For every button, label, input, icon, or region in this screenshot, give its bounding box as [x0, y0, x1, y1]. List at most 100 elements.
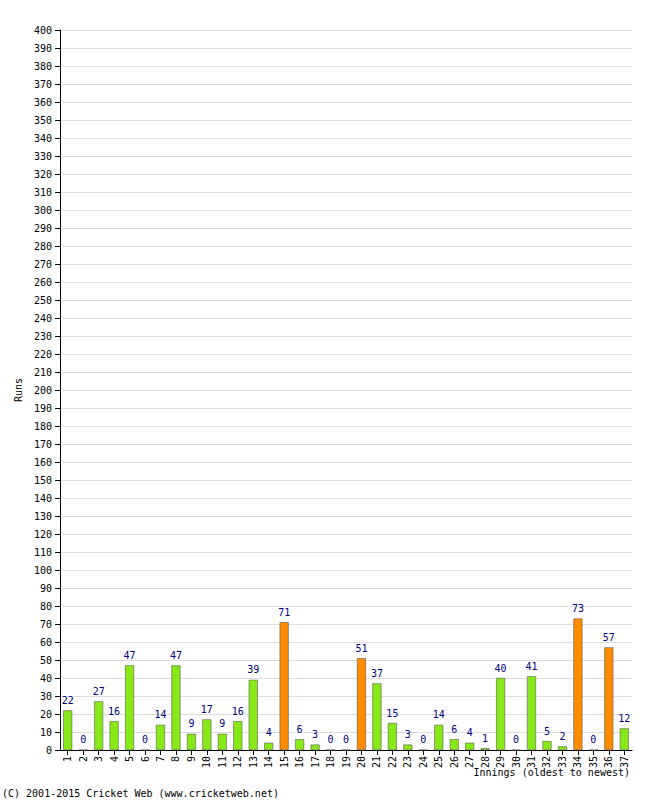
svg-text:6: 6: [451, 724, 457, 735]
svg-text:16: 16: [108, 706, 120, 717]
svg-text:250: 250: [34, 295, 52, 306]
svg-text:1: 1: [62, 756, 73, 762]
svg-text:260: 260: [34, 277, 52, 288]
svg-text:14: 14: [154, 709, 166, 720]
svg-text:120: 120: [34, 529, 52, 540]
svg-text:35: 35: [588, 756, 599, 768]
svg-text:20: 20: [40, 709, 52, 720]
svg-text:17: 17: [310, 756, 321, 768]
svg-text:5: 5: [544, 726, 550, 737]
svg-text:2: 2: [78, 756, 89, 762]
svg-text:2: 2: [559, 731, 565, 742]
svg-text:220: 220: [34, 349, 52, 360]
svg-text:320: 320: [34, 169, 52, 180]
svg-text:73: 73: [572, 603, 584, 614]
svg-text:33: 33: [557, 756, 568, 768]
svg-text:14: 14: [263, 756, 274, 768]
svg-text:36: 36: [603, 756, 614, 768]
svg-text:1: 1: [482, 733, 488, 744]
svg-text:340: 340: [34, 133, 52, 144]
svg-text:29: 29: [495, 756, 506, 768]
svg-text:400: 400: [34, 25, 52, 36]
svg-text:0: 0: [142, 734, 148, 745]
svg-text:47: 47: [170, 650, 182, 661]
svg-text:71: 71: [278, 607, 290, 618]
svg-text:350: 350: [34, 115, 52, 126]
svg-text:3: 3: [93, 756, 104, 762]
svg-text:16: 16: [232, 706, 244, 717]
svg-text:37: 37: [371, 668, 383, 679]
svg-text:9: 9: [219, 718, 225, 729]
svg-text:18: 18: [325, 756, 336, 768]
svg-text:30: 30: [511, 756, 522, 768]
svg-text:27: 27: [93, 686, 105, 697]
svg-text:170: 170: [34, 439, 52, 450]
svg-text:19: 19: [341, 756, 352, 768]
svg-text:13: 13: [248, 756, 259, 768]
svg-text:70: 70: [40, 619, 52, 630]
svg-text:110: 110: [34, 547, 52, 558]
svg-text:4: 4: [467, 727, 473, 738]
svg-text:7: 7: [155, 756, 166, 762]
svg-text:100: 100: [34, 565, 52, 576]
svg-text:3: 3: [405, 729, 411, 740]
svg-text:39: 39: [247, 664, 259, 675]
svg-text:40: 40: [495, 663, 507, 674]
svg-text:Runs: Runs: [13, 378, 24, 402]
svg-text:390: 390: [34, 43, 52, 54]
svg-text:15: 15: [386, 708, 398, 719]
svg-text:0: 0: [343, 734, 349, 745]
svg-text:24: 24: [418, 756, 429, 768]
svg-text:0: 0: [513, 734, 519, 745]
svg-text:0: 0: [80, 734, 86, 745]
svg-text:8: 8: [170, 756, 181, 762]
svg-text:40: 40: [40, 673, 52, 684]
svg-text:280: 280: [34, 241, 52, 252]
svg-text:130: 130: [34, 511, 52, 522]
svg-text:160: 160: [34, 457, 52, 468]
svg-text:41: 41: [525, 661, 537, 672]
svg-text:150: 150: [34, 475, 52, 486]
svg-text:0: 0: [328, 734, 334, 745]
svg-text:31: 31: [526, 756, 537, 768]
svg-text:16: 16: [294, 756, 305, 768]
svg-text:360: 360: [34, 97, 52, 108]
svg-text:290: 290: [34, 223, 52, 234]
svg-text:17: 17: [201, 704, 213, 715]
svg-text:32: 32: [541, 756, 552, 768]
svg-text:10: 10: [201, 756, 212, 768]
svg-text:26: 26: [449, 756, 460, 768]
svg-text:0: 0: [590, 734, 596, 745]
svg-text:9: 9: [188, 718, 194, 729]
svg-text:50: 50: [40, 655, 52, 666]
svg-text:12: 12: [618, 713, 630, 724]
svg-text:6: 6: [140, 756, 151, 762]
svg-text:330: 330: [34, 151, 52, 162]
svg-text:25: 25: [433, 756, 444, 768]
svg-text:230: 230: [34, 331, 52, 342]
svg-text:11: 11: [217, 756, 228, 768]
svg-text:22: 22: [62, 695, 74, 706]
svg-text:270: 270: [34, 259, 52, 270]
svg-text:23: 23: [402, 756, 413, 768]
svg-text:90: 90: [40, 583, 52, 594]
svg-text:300: 300: [34, 205, 52, 216]
svg-text:200: 200: [34, 385, 52, 396]
svg-text:380: 380: [34, 61, 52, 72]
svg-text:240: 240: [34, 313, 52, 324]
svg-text:30: 30: [40, 691, 52, 702]
svg-text:370: 370: [34, 79, 52, 90]
svg-text:20: 20: [356, 756, 367, 768]
svg-text:10: 10: [40, 727, 52, 738]
svg-text:4: 4: [109, 756, 120, 762]
svg-text:3: 3: [312, 729, 318, 740]
svg-text:28: 28: [480, 756, 491, 768]
svg-text:0: 0: [420, 734, 426, 745]
svg-text:140: 140: [34, 493, 52, 504]
svg-text:180: 180: [34, 421, 52, 432]
svg-text:57: 57: [603, 632, 615, 643]
svg-text:9: 9: [186, 756, 197, 762]
svg-text:51: 51: [355, 643, 367, 654]
svg-text:80: 80: [40, 601, 52, 612]
svg-text:5: 5: [124, 756, 135, 762]
